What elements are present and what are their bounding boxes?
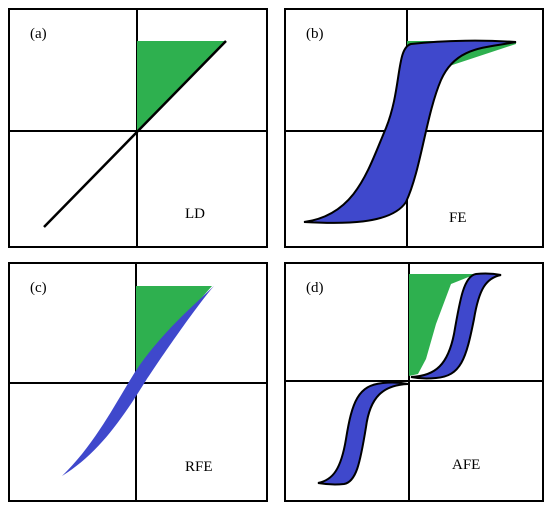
panel-afe: (d) AFE — [284, 262, 544, 502]
material-type-label: RFE — [185, 459, 213, 475]
lower-hysteresis-loop — [317, 381, 409, 486]
afe-diagram — [286, 264, 542, 500]
material-type-label: AFE — [452, 457, 481, 473]
hysteresis-loop — [303, 39, 517, 224]
rfe-diagram — [10, 264, 266, 500]
energy-storage-area — [409, 274, 476, 376]
upper-hysteresis-loop — [410, 272, 502, 380]
polarization-line — [43, 40, 227, 228]
panel-letter: (d) — [306, 280, 324, 296]
fe-diagram — [286, 10, 542, 246]
ld-diagram — [10, 10, 266, 246]
material-type-label: LD — [185, 206, 205, 222]
panel-fe: (b) FE — [284, 8, 544, 248]
panel-letter: (c) — [30, 280, 47, 296]
hysteresis-loop — [62, 286, 214, 476]
panel-ld: (a) LD — [8, 8, 268, 248]
panel-rfe: (c) RFE — [8, 262, 268, 502]
panel-letter: (b) — [306, 26, 324, 42]
panel-letter: (a) — [30, 26, 47, 42]
material-type-label: FE — [449, 210, 467, 226]
